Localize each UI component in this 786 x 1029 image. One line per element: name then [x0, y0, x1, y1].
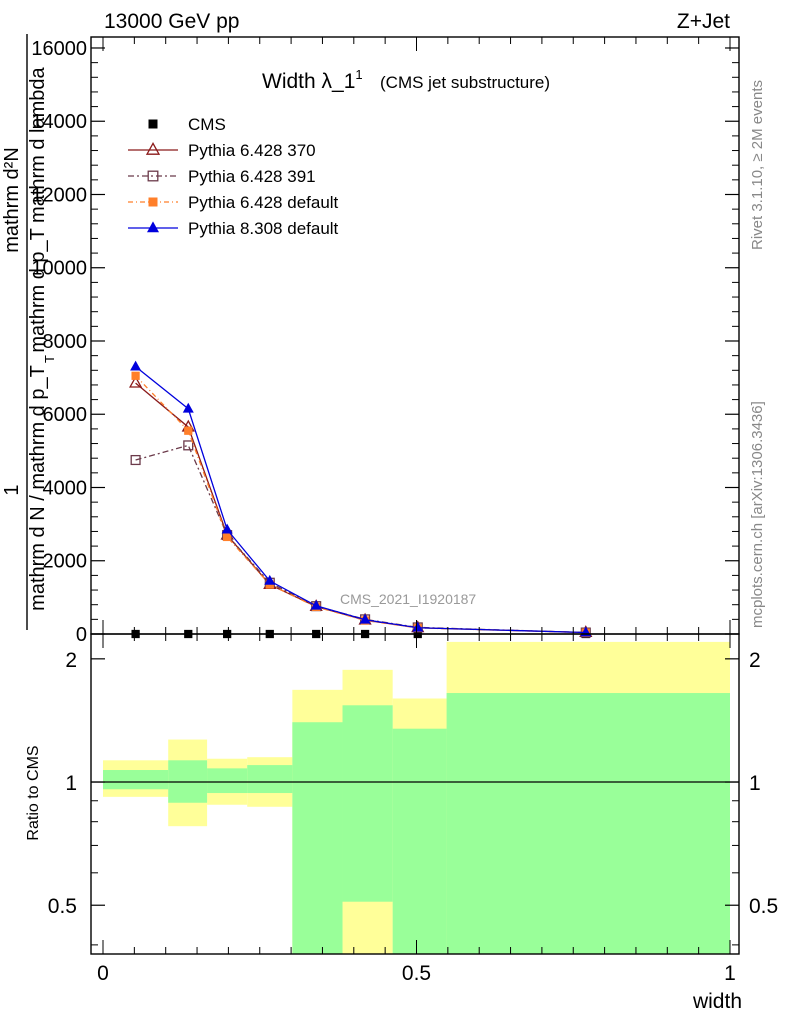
main-y-axis: 0 2000 4000 6000 8000 10000 12000 14000 16000	[31, 38, 739, 646]
data-point	[223, 532, 232, 542]
legend-marker	[148, 119, 158, 129]
ratio-band-inner	[103, 770, 169, 790]
legend-marker	[147, 221, 159, 233]
ratio-band-inner	[292, 722, 343, 954]
legend-entry: Pythia 6.428 391	[128, 167, 316, 186]
ratio-y-tick-label-right: 1	[749, 772, 761, 795]
data-point	[131, 371, 140, 380]
x-tick-label: 0	[97, 962, 109, 985]
ratio-band-inner	[207, 768, 248, 794]
main-y-label: 1 mathrm d N / mathrm d p_T mathrm d²N m…	[1, 34, 57, 630]
y-label-denominator: mathrm d p_T mathrm d lambda	[27, 66, 49, 352]
ratio-band-inner	[392, 728, 447, 954]
y-tick-label: 12000	[31, 184, 87, 206]
data-point	[264, 574, 276, 585]
energy-label: 13000 GeV pp	[104, 10, 239, 33]
ratio-y-tick-label: 1	[65, 772, 77, 795]
x-axis-label: width	[692, 990, 742, 1013]
data-point	[412, 621, 424, 632]
legend-label: Pythia 6.428 370	[188, 141, 316, 160]
main-x-ticks	[102, 37, 731, 634]
main-plot-content	[128, 360, 593, 639]
process-label: Z+Jet	[677, 10, 730, 33]
data-point	[310, 599, 322, 610]
data-point	[183, 440, 194, 451]
ratio-y-label: Ratio to CMS	[25, 745, 42, 840]
data-point	[130, 454, 141, 466]
y-label-subscript: T	[42, 355, 57, 363]
legend-marker	[147, 170, 159, 182]
legend-label: CMS	[188, 115, 226, 134]
data-point	[184, 426, 193, 435]
legend-marker	[145, 142, 161, 155]
legend: CMS Pythia 6.428 370 Pythia 6.428 391 Pythi…	[128, 115, 339, 238]
chart-title: Width λ_11	[262, 67, 363, 93]
ratio-band-inner	[247, 765, 293, 794]
series-pythia-8-308-default	[130, 360, 592, 637]
y-tick-label: 2000	[43, 551, 88, 573]
chart-subtitle: (CMS jet substructure)	[380, 73, 550, 92]
main-panel: 0 2000 4000 6000 8000 10000 12000 14000 16000 Wi…	[1, 34, 740, 646]
data-point	[182, 402, 194, 413]
ratio-y-tick-label-right: 2	[749, 649, 761, 672]
legend-entry: Pythia 8.308 default	[128, 219, 339, 238]
data-point	[221, 523, 233, 534]
y-tick-label: 6000	[43, 404, 88, 426]
ratio-frame	[90, 633, 740, 955]
legend-label: Pythia 8.308 default	[188, 219, 339, 238]
rivet-label: Rivet 3.1.10, ≥ 2M events	[749, 80, 766, 250]
y-tick-label: 4000	[43, 477, 88, 499]
ratio-band-inner	[446, 693, 730, 954]
ratio-y-tick-label: 0.5	[48, 895, 77, 918]
y-label-prefix-den: mathrm d N / mathrm d p_T	[27, 365, 49, 611]
legend-entry: Pythia 6.428 default	[128, 193, 339, 212]
series-pythia-6-428-391	[130, 440, 591, 638]
x-tick-label: 1	[724, 962, 736, 985]
analysis-watermark: CMS_2021_I1920187	[340, 591, 476, 607]
ratio-plot-content	[91, 641, 739, 954]
ratio-y-tick-label: 2	[65, 649, 77, 672]
chart-title-sup: 1	[355, 67, 362, 82]
ratio-y-tick-label-right: 0.5	[749, 895, 778, 918]
x-tick-label: 0.5	[402, 962, 431, 985]
data-point	[128, 375, 143, 388]
ratio-band-inner	[342, 705, 393, 902]
legend-label: Pythia 6.428 391	[188, 167, 316, 186]
legend-marker	[148, 197, 158, 207]
mcplots-label: mcplots.cern.ch [arXiv:1306.3436]	[749, 401, 766, 628]
y-tick-label: 8000	[43, 331, 88, 353]
y-label-prefix-num: 1	[1, 484, 23, 495]
legend-label: Pythia 6.428 default	[188, 193, 339, 212]
ratio-y-axis: 0.5 0.5 1 1 2 2	[48, 649, 778, 946]
y-tick-label: 16000	[31, 38, 87, 60]
y-tick-label: 14000	[31, 111, 87, 133]
series-line	[135, 444, 586, 634]
data-point	[359, 613, 371, 624]
ratio-x-axis: 0 0.5 1	[97, 634, 736, 985]
y-tick-label: 0	[76, 624, 87, 646]
legend-entry: CMS	[148, 115, 226, 134]
series-line	[135, 366, 586, 634]
y-tick-label: 10000	[31, 258, 87, 280]
legend-entry: Pythia 6.428 370	[128, 141, 316, 160]
data-point	[130, 360, 142, 371]
chart-title-main: Width λ_1	[262, 70, 355, 93]
y-label-numerator: mathrm d²N	[1, 147, 23, 253]
ratio-panel: 0.5 0.51 12 2 0 0.5 1 Ratio to CMS width	[25, 633, 778, 1013]
